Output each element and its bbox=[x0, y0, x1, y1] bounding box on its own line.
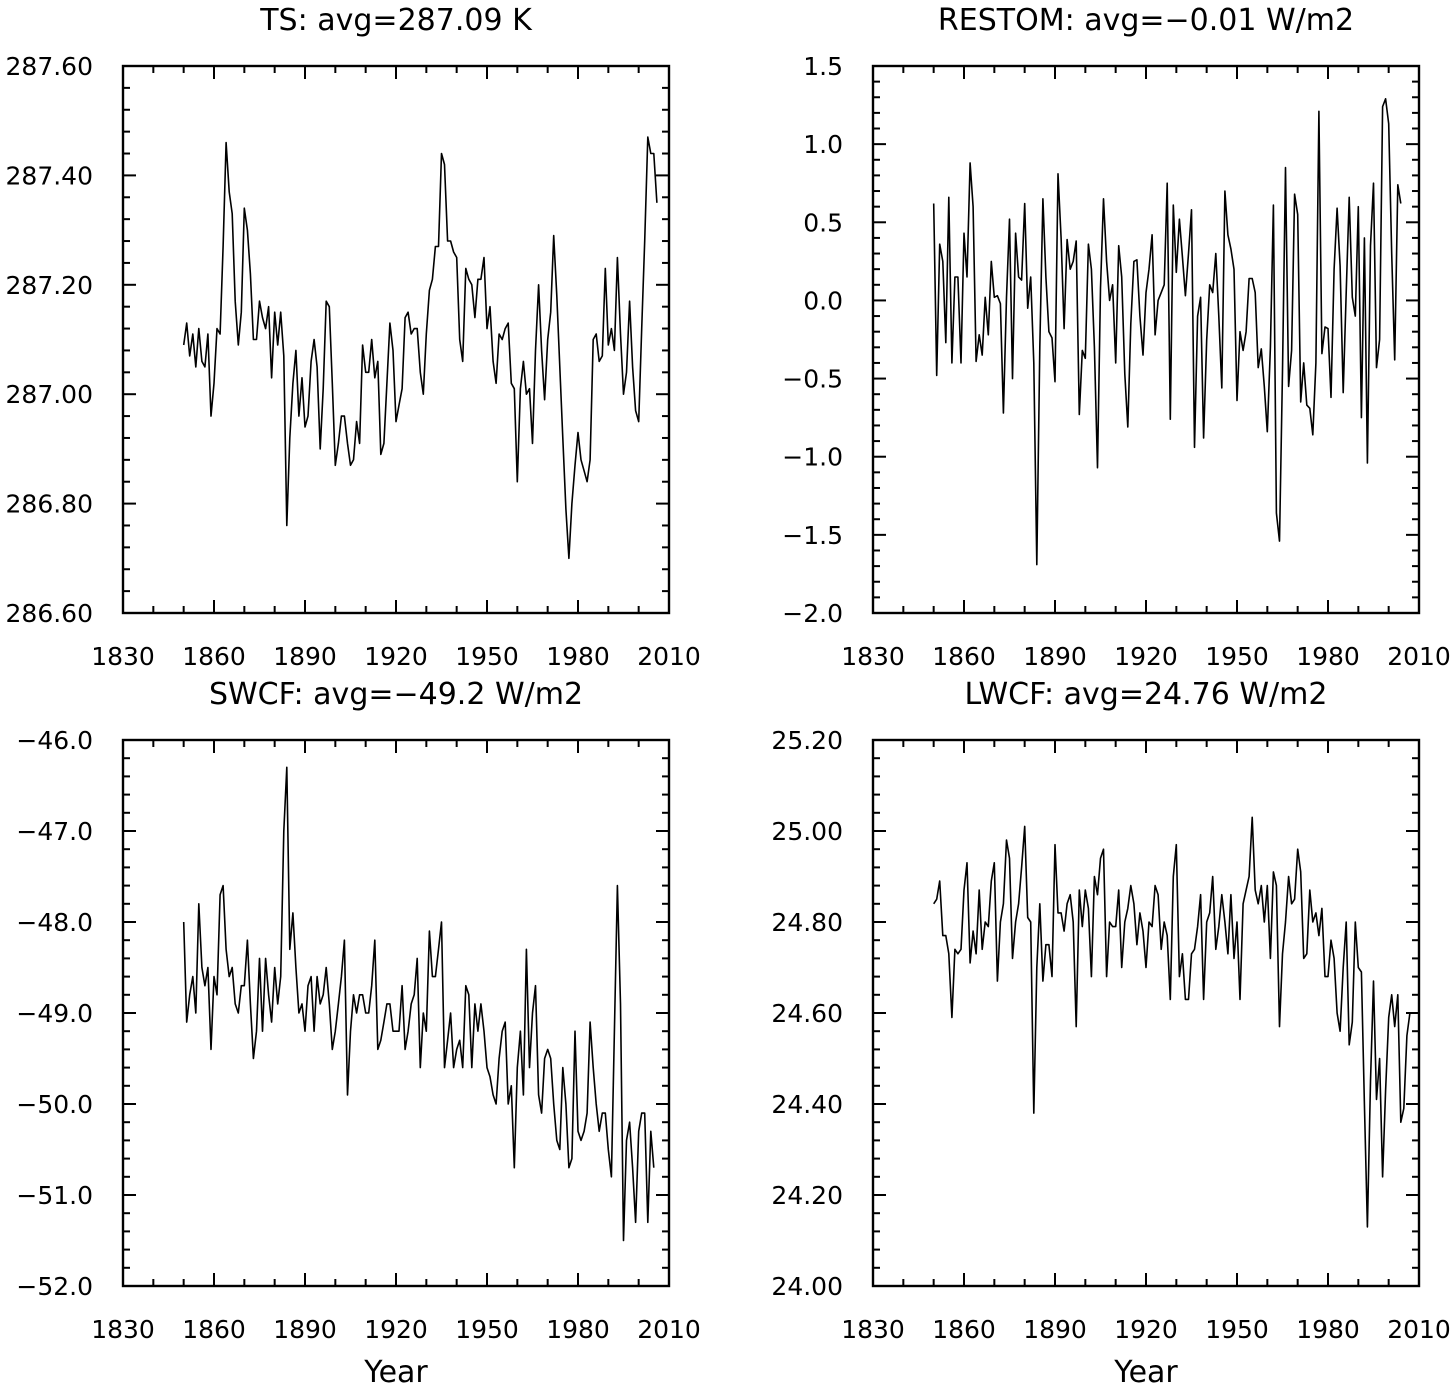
x-axis-label-swcf: Year bbox=[363, 1355, 428, 1383]
y-tick-label: 24.80 bbox=[771, 908, 843, 937]
x-tick-label: 1860 bbox=[182, 642, 246, 671]
y-tick-label: −52.0 bbox=[16, 1272, 93, 1301]
y-tick-label: 24.60 bbox=[771, 999, 843, 1028]
y-tick-label: 1.5 bbox=[803, 52, 843, 81]
x-tick-label: 2010 bbox=[1387, 642, 1451, 671]
x-tick-label: 2010 bbox=[637, 1315, 701, 1344]
y-tick-label: 287.40 bbox=[6, 161, 93, 190]
x-tick-label: 1830 bbox=[841, 1315, 905, 1344]
x-tick-label: 1890 bbox=[273, 642, 337, 671]
y-tick-label: −50.0 bbox=[16, 1090, 93, 1119]
y-tick-label: 0.0 bbox=[803, 286, 843, 315]
x-tick-label: 1860 bbox=[932, 642, 996, 671]
panel-title-lwcf: LWCF: avg=24.76 W/m2 bbox=[965, 677, 1328, 712]
panel-title-ts: TS: avg=287.09 K bbox=[259, 3, 533, 38]
x-tick-label: 1830 bbox=[91, 1315, 155, 1344]
y-tick-label: 0.5 bbox=[803, 208, 843, 237]
panel-title-restom: RESTOM: avg=−0.01 W/m2 bbox=[938, 3, 1354, 38]
x-tick-label: 1920 bbox=[1114, 1315, 1178, 1344]
y-tick-label: −49.0 bbox=[16, 999, 93, 1028]
x-tick-label: 1950 bbox=[455, 1315, 519, 1344]
y-tick-label: 24.40 bbox=[771, 1090, 843, 1119]
x-tick-label: 1890 bbox=[1023, 1315, 1087, 1344]
y-tick-label: 24.20 bbox=[771, 1181, 843, 1210]
x-tick-label: 2010 bbox=[637, 642, 701, 671]
panel-lwcf: LWCF: avg=24.76 W/m2 1830 1860 1890 1920 1950… bbox=[771, 677, 1450, 1383]
plot-frame-swcf bbox=[121, 738, 671, 1288]
y-tick-label: −2.0 bbox=[782, 599, 843, 628]
y-tick-label: −47.0 bbox=[16, 817, 93, 846]
y-tick-label: 24.00 bbox=[771, 1272, 843, 1301]
x-axis-label-lwcf: Year bbox=[1113, 1355, 1178, 1383]
x-tick-label: 1860 bbox=[182, 1315, 246, 1344]
series-line-swcf bbox=[182, 766, 655, 1242]
series-line-restom bbox=[932, 98, 1402, 566]
x-tick-label: 1890 bbox=[273, 1315, 337, 1344]
x-tick-label: 2010 bbox=[1387, 1315, 1451, 1344]
x-tick-label: 1950 bbox=[455, 642, 519, 671]
x-tick-label: 1980 bbox=[546, 642, 610, 671]
x-tick-label: 1860 bbox=[932, 1315, 996, 1344]
series-line-ts bbox=[182, 136, 658, 560]
x-tick-label: 1830 bbox=[91, 642, 155, 671]
y-tick-label: 25.20 bbox=[771, 726, 843, 755]
plot-frame-ts bbox=[121, 64, 671, 615]
x-tick-label: 1980 bbox=[1296, 1315, 1360, 1344]
panel-ts: TS: avg=287.09 K 1830 1860 1890 1920 1950 1980… bbox=[6, 3, 701, 671]
y-tick-label: −48.0 bbox=[16, 908, 93, 937]
x-tick-label: 1920 bbox=[364, 1315, 428, 1344]
y-tick-label: 287.60 bbox=[6, 52, 93, 81]
y-tick-label: 287.20 bbox=[6, 271, 93, 300]
y-tick-label: 286.80 bbox=[6, 490, 93, 519]
x-tick-label: 1920 bbox=[364, 642, 428, 671]
panel-title-swcf: SWCF: avg=−49.2 W/m2 bbox=[209, 677, 583, 712]
y-tick-label: −1.0 bbox=[782, 443, 843, 472]
panel-swcf: SWCF: avg=−49.2 W/m2 1830 1860 1890 1920 1950… bbox=[16, 677, 700, 1383]
x-tick-label: 1980 bbox=[1296, 642, 1360, 671]
x-tick-label: 1950 bbox=[1205, 1315, 1269, 1344]
y-tick-label: 286.60 bbox=[6, 599, 93, 628]
y-tick-label: −1.5 bbox=[782, 521, 843, 550]
x-tick-label: 1890 bbox=[1023, 642, 1087, 671]
y-tick-label: 1.0 bbox=[803, 130, 843, 159]
x-tick-label: 1830 bbox=[841, 642, 905, 671]
y-tick-label: −0.5 bbox=[782, 365, 843, 394]
x-tick-label: 1980 bbox=[546, 1315, 610, 1344]
y-tick-label: 25.00 bbox=[771, 817, 843, 846]
plot-frame-restom bbox=[871, 64, 1421, 615]
y-tick-label: −51.0 bbox=[16, 1181, 93, 1210]
y-tick-label: −46.0 bbox=[16, 726, 93, 755]
series-line-lwcf bbox=[933, 816, 1411, 1228]
panel-restom: RESTOM: avg=−0.01 W/m2 1830 1860 1890 1920 19… bbox=[782, 3, 1451, 671]
x-tick-label: 1920 bbox=[1114, 642, 1178, 671]
y-tick-label: 287.00 bbox=[6, 380, 93, 409]
x-tick-label: 1950 bbox=[1205, 642, 1269, 671]
